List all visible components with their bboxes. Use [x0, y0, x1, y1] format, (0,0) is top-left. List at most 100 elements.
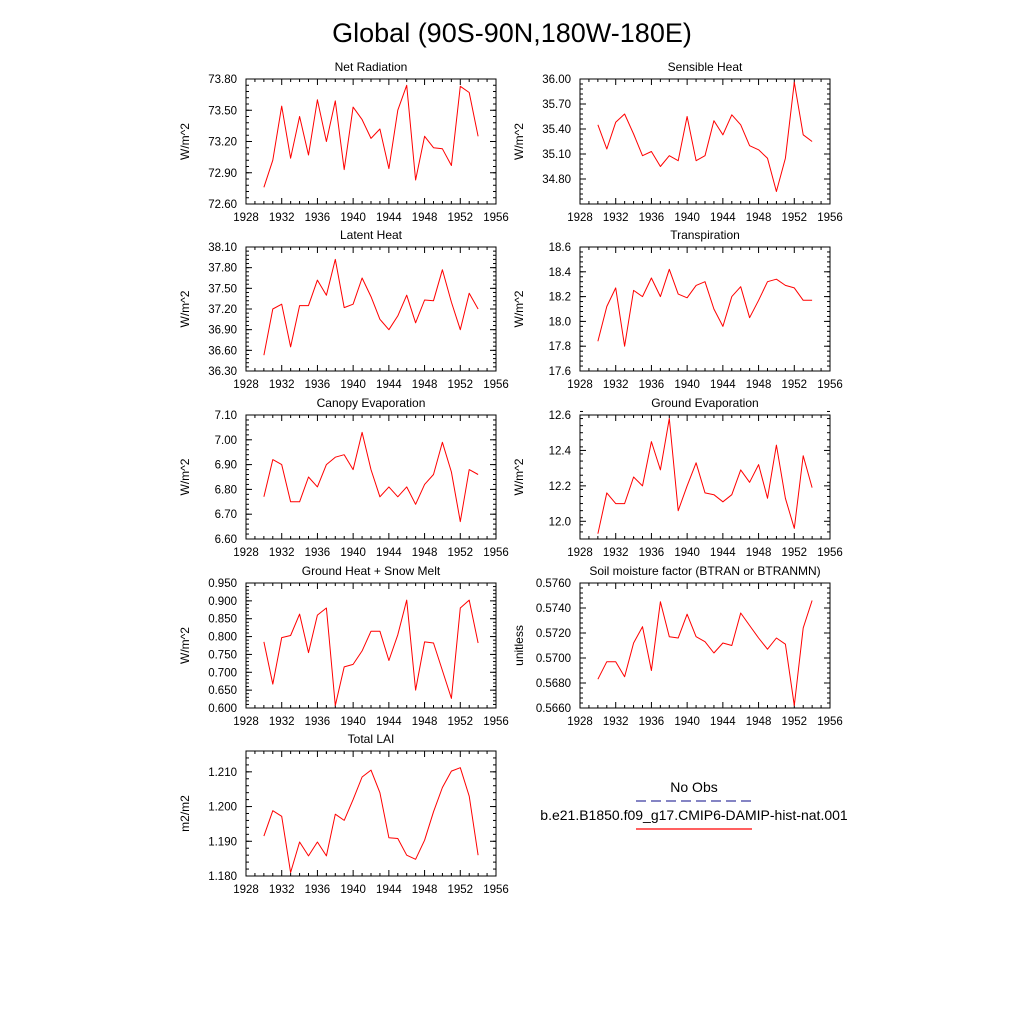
y-tick-label: 0.750: [208, 649, 237, 661]
x-tick-label: 1940: [674, 379, 700, 391]
x-tick-label: 1940: [340, 884, 366, 896]
y-tick-label: 37.80: [208, 263, 237, 275]
y-tick-label: 0.5700: [536, 653, 571, 665]
x-tick-label: 1956: [483, 547, 509, 559]
x-tick-label: 1928: [233, 547, 259, 559]
x-tick-label: 1944: [376, 884, 402, 896]
x-tick-label: 1956: [817, 212, 843, 224]
x-tick-label: 1940: [340, 212, 366, 224]
series-line: [263, 599, 479, 706]
y-tick-label: 6.80: [215, 484, 237, 496]
plot-frame: [579, 414, 831, 540]
x-tick-label: 1936: [639, 716, 665, 728]
x-tick-label: 1948: [412, 884, 438, 896]
x-tick-label: 1944: [710, 547, 736, 559]
y-tick-label: 18.6: [549, 242, 571, 254]
x-tick-label: 1936: [639, 547, 665, 559]
y-axis-label: W/m^2: [512, 123, 526, 160]
panel-title: Total LAI: [348, 732, 395, 746]
panel-5: Ground Evaporation W/m^2 1928 1932 1936 1940 1…: [512, 396, 843, 559]
x-tick-label: 1952: [781, 716, 807, 728]
y-tick-label: 0.700: [208, 667, 237, 679]
y-tick-label: 0.5720: [536, 628, 571, 640]
x-tick-label: 1928: [233, 212, 259, 224]
series-line: [263, 767, 479, 873]
x-tick-label: 1940: [340, 716, 366, 728]
panel-8: Total LAI m2/m2 1928 1932 1936 1940 1944 1948 19…: [178, 732, 509, 896]
x-tick-label: 1928: [567, 379, 593, 391]
series-line: [263, 431, 479, 523]
y-tick-label: 12.6: [549, 410, 571, 422]
x-tick-label: 1944: [376, 716, 402, 728]
panel-6: Ground Heat + Snow Melt W/m^2 1928 1932 1936…: [178, 564, 509, 728]
y-tick-label: 36.00: [542, 74, 571, 86]
panel-1: Sensible Heat W/m^2 1928 1932 1936 1940 1944 19…: [512, 60, 843, 224]
y-tick-label: 0.5680: [536, 678, 571, 690]
y-tick-label: 72.90: [208, 168, 237, 180]
x-tick-label: 1932: [269, 547, 295, 559]
x-tick-label: 1932: [603, 547, 629, 559]
plot-frame: [245, 78, 497, 205]
x-tick-label: 1928: [567, 547, 593, 559]
x-tick-label: 1948: [746, 547, 772, 559]
x-tick-label: 1956: [483, 884, 509, 896]
y-tick-label: 35.40: [542, 124, 571, 136]
y-axis-label: W/m^2: [512, 290, 526, 327]
y-tick-label: 6.60: [215, 534, 237, 546]
y-axis-label: m2/m2: [178, 795, 192, 832]
x-tick-label: 1956: [817, 547, 843, 559]
x-tick-label: 1940: [674, 212, 700, 224]
y-tick-label: 73.20: [208, 137, 237, 149]
x-tick-label: 1928: [567, 212, 593, 224]
x-tick-label: 1952: [447, 547, 473, 559]
y-tick-label: 0.5760: [536, 578, 571, 590]
y-tick-label: 1.180: [208, 871, 237, 883]
panel-title: Ground Heat + Snow Melt: [302, 564, 441, 578]
series-line: [597, 600, 813, 706]
x-tick-label: 1944: [376, 379, 402, 391]
x-tick-label: 1944: [376, 212, 402, 224]
x-tick-label: 1928: [233, 716, 259, 728]
y-tick-label: 1.190: [208, 836, 237, 848]
y-tick-label: 37.20: [208, 304, 237, 316]
legend: No Obs b.e21.B1850.f09_g17.CMIP6-DAMIP-h…: [540, 779, 848, 830]
y-axis-label: W/m^2: [178, 627, 192, 664]
y-tick-label: 12.2: [549, 481, 571, 493]
legend-label-model: b.e21.B1850.f09_g17.CMIP6-DAMIP-hist-nat…: [540, 807, 848, 823]
y-tick-label: 36.30: [208, 366, 237, 378]
x-tick-label: 1940: [674, 547, 700, 559]
plot-frame: [245, 246, 497, 372]
x-tick-label: 1956: [483, 716, 509, 728]
y-tick-label: 35.70: [542, 99, 571, 111]
x-tick-label: 1936: [305, 212, 331, 224]
y-tick-label: 12.4: [549, 445, 572, 457]
y-tick-label: 17.8: [549, 341, 571, 353]
panel-title: Sensible Heat: [668, 60, 743, 74]
panel-title: Ground Evaporation: [651, 396, 758, 410]
y-tick-label: 0.5660: [536, 703, 571, 715]
x-tick-label: 1940: [340, 379, 366, 391]
x-tick-label: 1948: [412, 547, 438, 559]
y-tick-label: 7.10: [215, 410, 237, 422]
y-tick-label: 72.60: [208, 199, 237, 211]
y-tick-label: 73.50: [208, 105, 237, 117]
x-tick-label: 1956: [817, 379, 843, 391]
y-tick-label: 34.80: [542, 174, 571, 186]
y-tick-label: 38.10: [208, 242, 237, 254]
x-tick-label: 1928: [233, 379, 259, 391]
x-tick-label: 1932: [269, 716, 295, 728]
x-tick-label: 1948: [746, 212, 772, 224]
y-tick-label: 0.950: [208, 578, 237, 590]
y-axis-label: W/m^2: [178, 123, 192, 160]
series-line: [597, 81, 813, 192]
y-tick-label: 35.10: [542, 149, 571, 161]
panel-4: Canopy Evaporation W/m^2 1928 1932 1936 1940 1…: [178, 396, 509, 559]
x-tick-label: 1936: [305, 547, 331, 559]
x-tick-label: 1940: [674, 716, 700, 728]
x-tick-label: 1936: [639, 212, 665, 224]
x-tick-label: 1944: [376, 547, 402, 559]
x-tick-label: 1932: [269, 884, 295, 896]
y-axis-label: W/m^2: [512, 458, 526, 495]
y-tick-label: 0.800: [208, 632, 237, 644]
